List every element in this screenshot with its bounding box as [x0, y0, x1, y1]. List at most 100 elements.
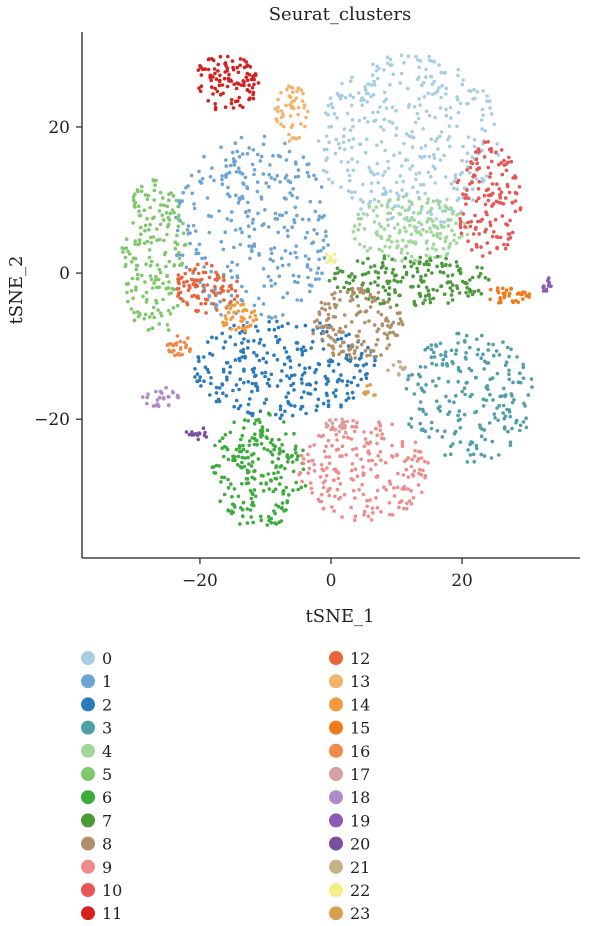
data-point	[240, 433, 245, 438]
cluster-2-points	[193, 319, 377, 421]
data-point	[158, 190, 163, 195]
data-point	[193, 284, 198, 289]
data-point	[515, 355, 519, 359]
data-point	[302, 103, 307, 107]
data-point	[360, 103, 365, 108]
data-point	[437, 376, 441, 381]
data-point	[316, 249, 320, 254]
data-point	[351, 95, 356, 100]
data-point	[359, 377, 364, 382]
data-point	[202, 265, 206, 269]
data-point	[406, 105, 411, 109]
data-point	[210, 85, 214, 89]
data-point	[349, 468, 354, 473]
data-point	[364, 91, 369, 96]
data-point	[274, 334, 278, 339]
data-point	[300, 99, 305, 103]
data-point	[443, 175, 448, 179]
data-point	[424, 67, 428, 72]
data-point	[424, 109, 429, 113]
data-point	[325, 156, 329, 160]
data-point	[329, 254, 333, 259]
data-point	[337, 497, 341, 501]
data-point	[197, 86, 201, 90]
y-axis-label: tSNE_2	[6, 256, 27, 325]
data-point	[308, 444, 312, 449]
data-point	[276, 338, 280, 343]
data-point	[249, 515, 253, 519]
data-point	[449, 206, 453, 210]
data-point	[387, 330, 392, 335]
data-point	[376, 337, 380, 342]
data-point	[248, 65, 253, 69]
data-point	[464, 202, 468, 206]
data-point	[382, 254, 387, 258]
legend-swatch	[329, 674, 343, 689]
data-point	[396, 471, 400, 476]
data-point	[267, 184, 271, 189]
data-point	[272, 471, 276, 476]
data-point	[166, 215, 171, 220]
data-point	[404, 244, 409, 248]
data-point	[202, 154, 206, 159]
data-point	[152, 215, 156, 220]
data-point	[446, 274, 450, 278]
data-point	[400, 439, 405, 444]
data-point	[333, 291, 337, 295]
data-point	[254, 317, 259, 322]
data-point	[363, 85, 367, 89]
data-point	[276, 109, 280, 114]
data-point	[232, 297, 237, 302]
data-point	[207, 57, 211, 61]
data-point	[388, 211, 393, 215]
data-point	[498, 298, 503, 302]
data-point	[390, 422, 395, 427]
data-point	[184, 430, 189, 434]
data-point	[421, 227, 425, 232]
data-point	[307, 217, 311, 222]
data-point	[384, 266, 389, 271]
data-point	[435, 254, 440, 259]
data-point	[452, 233, 457, 237]
data-point	[472, 289, 477, 294]
data-point	[546, 284, 551, 288]
data-point	[250, 436, 254, 440]
data-point	[285, 374, 289, 378]
data-point	[247, 146, 251, 150]
data-point	[336, 362, 341, 367]
data-point	[387, 286, 392, 290]
data-point	[199, 65, 203, 70]
data-point	[245, 320, 249, 325]
data-point	[321, 485, 326, 490]
data-point	[241, 500, 246, 505]
data-point	[238, 57, 243, 61]
data-point	[464, 193, 468, 197]
data-point	[362, 244, 367, 249]
legend-label: 0	[102, 649, 112, 668]
data-point	[489, 146, 494, 151]
data-point	[259, 442, 264, 446]
data-point	[412, 392, 417, 396]
data-point	[433, 115, 437, 120]
data-point	[221, 391, 225, 396]
data-point	[247, 73, 252, 77]
data-point	[415, 77, 420, 82]
data-point	[220, 383, 225, 387]
data-point	[458, 222, 463, 227]
data-point	[223, 314, 227, 318]
data-point	[458, 271, 463, 276]
data-point	[205, 283, 210, 287]
data-point	[316, 397, 321, 402]
data-point	[229, 269, 233, 273]
data-point	[267, 384, 272, 388]
data-point	[227, 170, 232, 175]
data-point	[276, 97, 280, 102]
data-point	[481, 397, 486, 402]
data-point	[349, 505, 353, 510]
data-point	[363, 372, 368, 377]
data-point	[438, 220, 443, 224]
data-point	[326, 302, 331, 306]
data-point	[264, 482, 269, 486]
legend-swatch	[329, 651, 343, 665]
data-point	[447, 135, 452, 139]
